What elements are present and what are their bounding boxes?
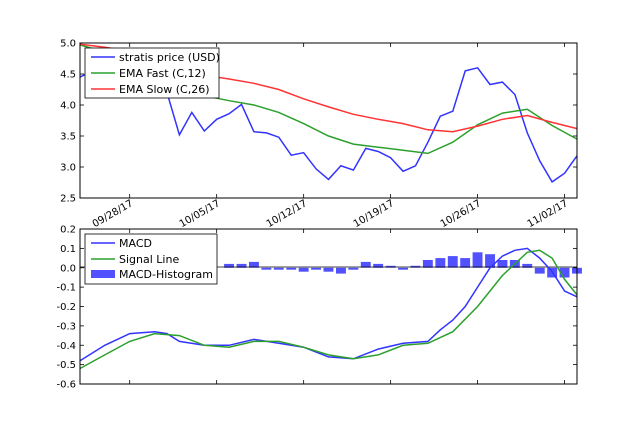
legend-label-signal: Signal Line xyxy=(119,253,179,266)
macd-histogram-bar xyxy=(435,258,446,268)
price-xtick-label: 10/12/17 xyxy=(265,198,309,230)
price-ytick-label: 5.0 xyxy=(60,39,76,50)
macd-histogram-bar xyxy=(236,263,247,268)
price-panel: 2.5 3.0 3.5 4.0 4.5 5.0 09/28/17 10/05/17 10/12… xyxy=(60,39,578,230)
legend-label-histogram: MACD-Histogram xyxy=(119,268,213,281)
macd-histogram-bar xyxy=(336,267,346,274)
macd-histogram-bar xyxy=(422,260,433,268)
macd-ytick-label: -0.5 xyxy=(56,360,76,371)
macd-histogram-bar xyxy=(522,263,533,268)
macd-ytick-label: -0.4 xyxy=(56,341,76,352)
macd-ytick-label: 0.0 xyxy=(60,263,76,274)
price-xtick-label: 10/26/17 xyxy=(439,198,483,230)
macd-histogram-bar xyxy=(398,267,408,270)
macd-histogram-bar xyxy=(273,267,284,270)
macd-ytick-label: 0.2 xyxy=(60,225,76,236)
macd-ytick-label: 0.1 xyxy=(60,244,76,255)
macd-histogram-bar xyxy=(360,261,371,268)
price-xtick-label: 09/28/17 xyxy=(91,198,135,230)
price-ytick-label: 3.0 xyxy=(60,163,76,174)
macd-histogram-bar xyxy=(534,267,545,274)
macd-histogram-bar xyxy=(472,252,483,268)
macd-histogram-bar xyxy=(249,261,259,268)
macd-legend: MACD Signal Line MACD-Histogram xyxy=(84,233,218,285)
legend-label-macd: MACD xyxy=(119,237,152,250)
macd-series-line-1 xyxy=(79,249,578,370)
price-xtick-label: 10/05/17 xyxy=(178,198,222,230)
macd-histogram-bar xyxy=(261,267,272,270)
macd-ytick-label: -0.3 xyxy=(56,321,76,332)
macd-histogram-bar xyxy=(373,263,384,268)
legend-label-price: stratis price (USD) xyxy=(119,51,220,64)
macd-histogram-bar xyxy=(311,267,321,270)
legend-label-ema-slow: EMA Slow (C,26) xyxy=(119,83,209,96)
macd-ytick-label: -0.6 xyxy=(56,380,76,391)
macd-histogram-bar xyxy=(497,260,508,268)
macd-histogram-bar xyxy=(460,258,471,268)
legend-swatch-histogram xyxy=(91,270,115,278)
price-ytick-label: 3.5 xyxy=(60,132,76,143)
macd-series-line-0 xyxy=(79,247,578,362)
macd-histogram-bar xyxy=(348,267,359,270)
legend-label-ema-fast: EMA Fast (C,12) xyxy=(119,67,206,80)
macd-histogram-bar xyxy=(298,267,309,272)
macd-panel: 0.2 0.1 0.0 -0.1 -0.2 -0.3 -0.4 -0.5 -0.6 MACD S… xyxy=(56,225,582,391)
macd-histogram-bar xyxy=(323,267,334,272)
price-xtick-label: 11/02/17 xyxy=(526,198,570,230)
price-legend: stratis price (USD) EMA Fast (C,12) EMA … xyxy=(84,47,220,99)
price-ytick-label: 4.0 xyxy=(60,101,76,112)
macd-ytick-label: -0.1 xyxy=(56,283,76,294)
price-ytick-label: 2.5 xyxy=(60,194,76,205)
macd-histogram-bar xyxy=(447,256,458,268)
macd-ytick-label: -0.2 xyxy=(56,302,76,313)
macd-histogram-bar xyxy=(485,254,495,268)
price-xtick-label: 10/19/17 xyxy=(352,198,396,230)
price-ytick-label: 4.5 xyxy=(60,70,76,81)
price-panel-frame xyxy=(79,42,578,199)
macd-histogram-bar xyxy=(286,267,297,270)
macd-histogram-bar xyxy=(224,263,234,268)
macd-histogram-bar xyxy=(559,267,570,278)
